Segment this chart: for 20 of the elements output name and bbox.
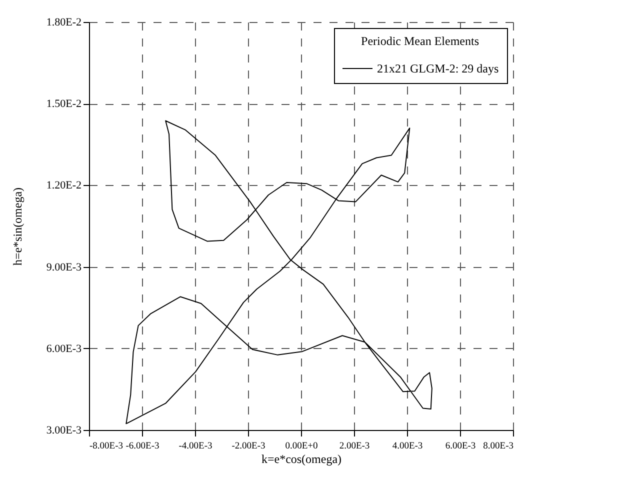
y-tick-label: 3.00E-3 [46,424,82,436]
x-tick-label: -4.00E-3 [178,442,212,452]
y-tick-label: 1.80E-2 [46,16,82,28]
legend-label: 21x21 GLGM-2: 29 days [377,62,499,76]
x-axis-title: k=e*cos(omega) [261,452,342,466]
legend-title: Periodic Mean Elements [361,34,480,48]
x-tick-label: -6.00E-3 [126,442,160,452]
y-tick-label: 1.50E-2 [46,98,82,110]
x-tick-label: 4.00E-3 [392,442,423,452]
line-series [126,120,432,425]
x-tick-label: 2.00E-3 [339,442,370,452]
y-tick-label: 6.00E-3 [46,342,82,355]
x-tick-label: 0.00E+0 [285,442,318,452]
x-tick-label: 6.00E-3 [445,442,476,452]
x-tick-label: -8.00E-3 [90,442,124,452]
y-tick-label: 9.00E-3 [46,261,82,274]
y-tick-label: 1.20E-2 [46,180,82,192]
x-tick-label: -2.00E-3 [232,442,266,452]
y-axis-title: h=e*sin(omega) [10,187,24,266]
x-tick-label: 8.00E-3 [483,442,514,452]
